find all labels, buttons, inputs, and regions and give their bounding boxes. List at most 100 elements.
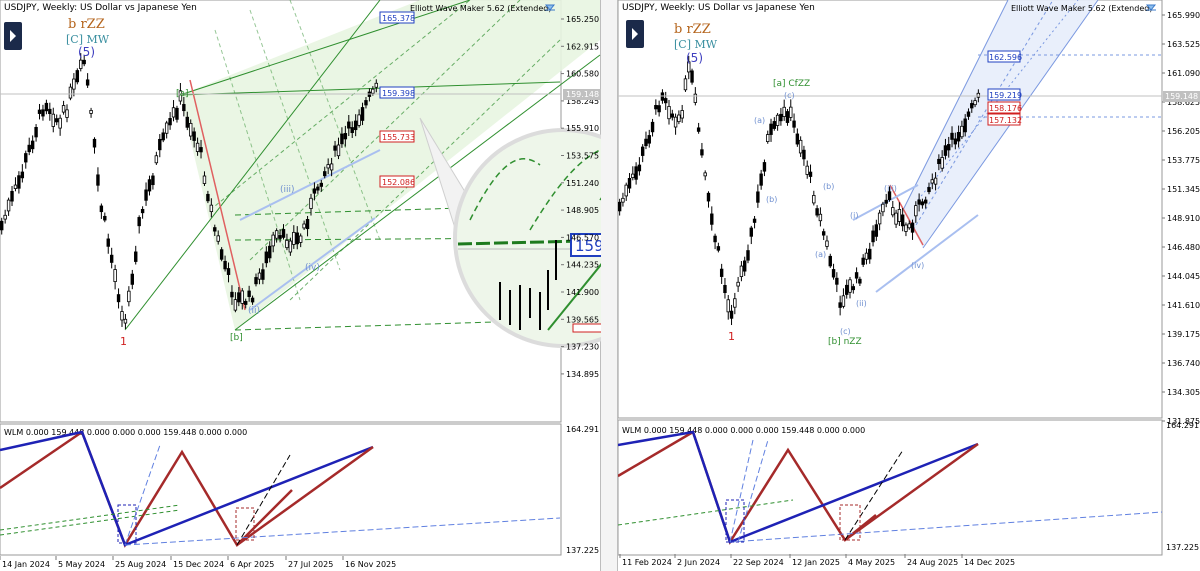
candle-body bbox=[743, 260, 747, 272]
candle-body bbox=[812, 195, 816, 204]
price-box-red-2-text: 157.132 bbox=[989, 116, 1022, 125]
wave-label-i: (i) bbox=[850, 211, 858, 220]
candle-body bbox=[158, 138, 162, 151]
candle-body bbox=[950, 132, 954, 140]
price-axis-tick: 153.775 bbox=[1167, 156, 1200, 165]
price-axis-tick: 136.740 bbox=[1167, 359, 1200, 368]
wave-label-iii: (iii) bbox=[280, 185, 295, 195]
candle-body bbox=[667, 106, 671, 120]
candle-body bbox=[716, 246, 721, 251]
candle-body bbox=[933, 177, 938, 185]
candle-body bbox=[17, 175, 21, 189]
candle-body bbox=[147, 179, 152, 192]
main-chart-area[interactable] bbox=[618, 0, 1163, 419]
candle-body bbox=[316, 186, 320, 191]
candle-body bbox=[864, 252, 869, 260]
candle-body bbox=[295, 232, 299, 245]
candle-body bbox=[960, 125, 964, 138]
candle-body bbox=[27, 144, 31, 153]
candle-body bbox=[305, 219, 310, 230]
candle-body bbox=[637, 164, 642, 172]
candle-body bbox=[831, 269, 836, 278]
candle-body bbox=[333, 145, 337, 151]
wave-label-iii: (iii) bbox=[884, 184, 897, 193]
candle-body bbox=[319, 182, 323, 187]
price-axis-tick: 139.565 bbox=[566, 315, 599, 324]
candle-body bbox=[213, 227, 217, 232]
price-axis-tick: 134.895 bbox=[566, 370, 599, 379]
left-chart-canvas[interactable]: (5) 1 [a] [b] (ii) (iii) (iv) USDJPY, We… bbox=[0, 0, 601, 571]
price-axis-tick: 139.175 bbox=[1167, 330, 1200, 339]
price-box-red-1 bbox=[987, 101, 1021, 114]
candle-body bbox=[759, 173, 763, 186]
red-projection-line bbox=[189, 79, 246, 311]
candle-body bbox=[664, 98, 668, 104]
price-axis[interactable]: 165.990 163.525 161.090 158.625 156.205 153.7… bbox=[1162, 11, 1200, 426]
candle-body bbox=[274, 230, 279, 239]
candle-body bbox=[340, 133, 344, 145]
candle-body bbox=[281, 229, 286, 238]
price-axis[interactable]: 165.250 162.915 160.580 158.245 155.910 153.5… bbox=[561, 15, 599, 379]
candle-body bbox=[640, 146, 645, 156]
right-chart-window[interactable]: (5) 1 [a] CfZZ [b] nZZ (a) (b) (c) (a) (… bbox=[617, 0, 1200, 571]
candle-body bbox=[24, 153, 28, 163]
candle-body bbox=[828, 255, 832, 267]
candle-body bbox=[192, 131, 196, 141]
candle-body bbox=[216, 235, 220, 242]
candle-body bbox=[647, 135, 651, 144]
candle-body bbox=[762, 162, 767, 172]
price-axis-tick: 141.900 bbox=[566, 288, 599, 297]
price-axis-tick: 131.875 bbox=[1167, 417, 1200, 426]
price-axis-tick: 148.910 bbox=[1167, 214, 1200, 223]
left-chart-window[interactable]: (5) 1 [a] [b] (ii) (iii) (iv) USDJPY, We… bbox=[0, 0, 601, 571]
candle-body bbox=[89, 109, 93, 114]
candle-body bbox=[99, 205, 104, 213]
light-blue-trendlines bbox=[239, 149, 381, 311]
candle-body bbox=[927, 187, 931, 193]
wave-label-iv: (iv) bbox=[305, 263, 320, 273]
candle-body bbox=[953, 138, 958, 145]
price-axis-tick: 162.915 bbox=[566, 42, 599, 51]
date-axis-tick: 4 May 2025 bbox=[848, 558, 895, 567]
candle-body bbox=[904, 224, 908, 232]
price-box-blue-top-text: 162.596 bbox=[989, 53, 1022, 62]
wave-label-b-lower: (b) bbox=[766, 195, 777, 204]
date-axis[interactable]: 14 Jan 2024 5 May 2024 25 Aug 2024 15 Dec 2… bbox=[0, 556, 396, 569]
candle-body bbox=[657, 105, 661, 113]
candle-body bbox=[690, 70, 694, 83]
candle-body bbox=[20, 171, 25, 179]
price-axis-tick: 146.570 bbox=[566, 233, 599, 242]
candle-body bbox=[30, 140, 35, 150]
date-axis-tick: 12 Jan 2025 bbox=[792, 558, 840, 567]
candle-body bbox=[51, 113, 55, 127]
right-chart-canvas[interactable]: (5) 1 [a] CfZZ [b] nZZ (a) (b) (c) (a) (… bbox=[618, 0, 1200, 571]
candle-body bbox=[696, 127, 701, 132]
candle-body bbox=[271, 234, 275, 247]
wlm-indicator-label: WLM 0.000 159.448 0.000 0.000 0.000 159.… bbox=[4, 428, 247, 437]
left-candlesticks bbox=[0, 53, 378, 329]
wave-label-1: 1 bbox=[728, 330, 735, 343]
candle-body bbox=[854, 272, 859, 279]
candle-body bbox=[37, 109, 42, 114]
date-axis-tick: 6 Apr 2025 bbox=[230, 560, 274, 569]
candle-body bbox=[966, 111, 971, 117]
wlm-indicator-area[interactable] bbox=[0, 423, 562, 556]
wlm-axis-bottom: 137.225 bbox=[566, 546, 599, 555]
wlm-indicator-area[interactable] bbox=[618, 419, 1163, 556]
price-axis-tick: 146.480 bbox=[1167, 243, 1200, 252]
candle-body bbox=[116, 294, 121, 303]
candle-body bbox=[693, 93, 698, 103]
chart-symbol-title: USDJPY, Weekly: US Dollar vs Japanese Ye… bbox=[4, 3, 197, 13]
candle-body bbox=[703, 172, 707, 177]
candle-body bbox=[808, 171, 813, 177]
candle-body bbox=[106, 238, 110, 247]
price-axis-tick: 161.090 bbox=[1167, 69, 1200, 78]
candle-body bbox=[233, 299, 238, 311]
candle-body bbox=[312, 188, 317, 194]
wave-label-1: 1 bbox=[120, 335, 127, 348]
wave-label-c-upper: (c) bbox=[784, 91, 795, 100]
candle-body bbox=[6, 199, 11, 212]
candle-body bbox=[976, 92, 981, 98]
candle-body bbox=[268, 245, 272, 259]
date-axis[interactable]: 11 Feb 2024 2 Jun 2024 22 Sep 2024 12 Jan 2… bbox=[619, 554, 1015, 567]
